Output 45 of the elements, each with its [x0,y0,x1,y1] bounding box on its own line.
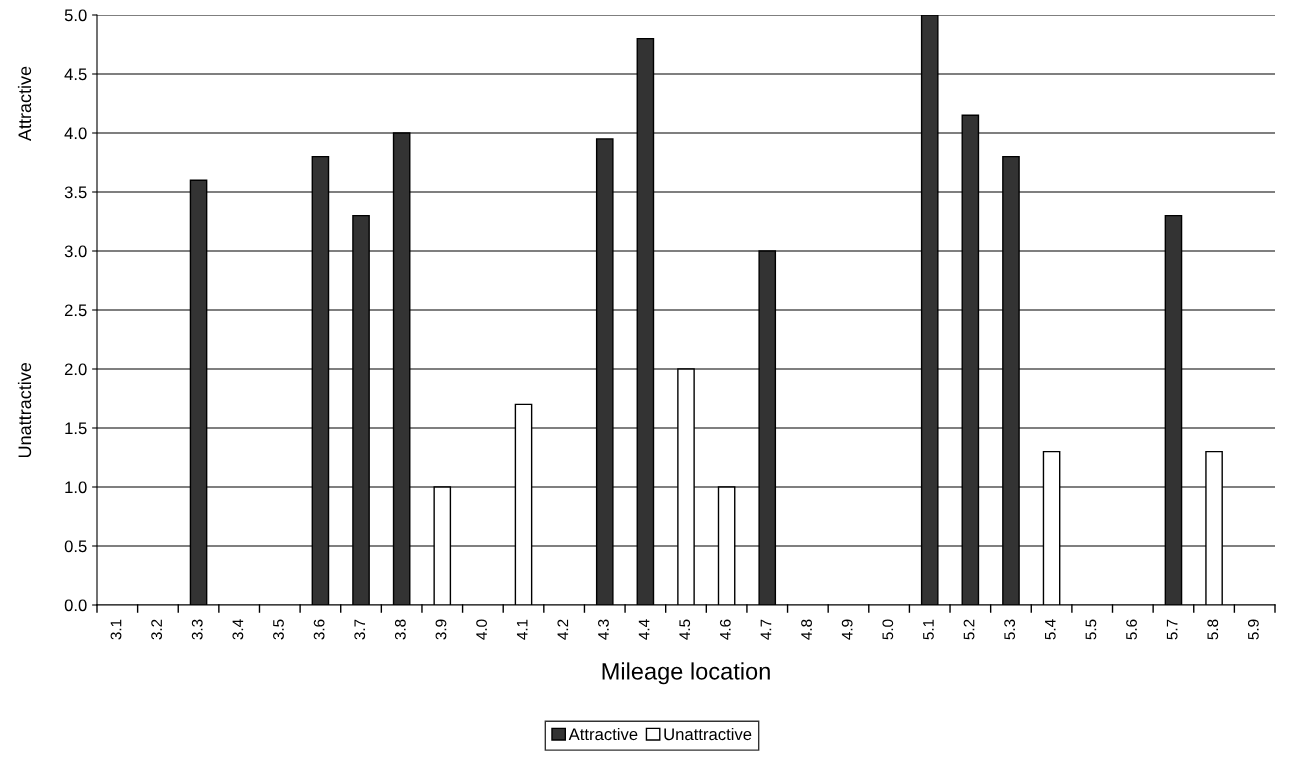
x-tick-label: 4.5 [679,619,691,640]
legend-label: Attractive [568,727,638,741]
x-tick-label: 4.6 [719,619,731,640]
x-tick-label: 3.4 [232,619,244,640]
x-tick-label: 3.1 [110,619,122,640]
y-tick-label: 4.0 [64,127,87,140]
x-tick-label: 4.7 [760,619,772,640]
x-tick-label: 4.1 [516,619,528,640]
x-tick-label: 4.4 [638,619,650,640]
y-tick-label: 0.0 [64,599,87,612]
y-tick-label: 4.5 [64,68,87,81]
x-tick-label: 3.8 [394,619,406,640]
x-tick-label: 3.5 [273,619,284,640]
x-tick-label: 3.2 [151,619,163,640]
y-tick-label: 5.0 [64,9,87,22]
x-tick-label: 5.1 [923,619,934,640]
x-tick-label: 4.2 [557,619,569,640]
x-tick-label: 5.0 [882,619,894,640]
legend-label: Unattractive [664,727,752,741]
x-tick-label: 3.6 [313,619,325,640]
x-tick-label: 5.4 [1045,619,1056,640]
text: Unattractive [17,362,32,458]
x-tick-label: 5.9 [1247,619,1259,640]
x-tick-label: 4.3 [598,619,609,640]
x-tick-label: 5.7 [1166,619,1178,640]
x-tick-label: 5.6 [1126,619,1137,640]
y-tick-label: 1.0 [65,481,87,494]
y-tick-label: 0.5 [64,540,87,553]
x-tick-label: 5.5 [1085,619,1097,640]
x-tick-label: 4.9 [841,619,853,640]
x-tick-label: 5.3 [1004,619,1016,640]
y-tick-label: 2.5 [64,304,87,317]
x-tick-label: 3.7 [354,619,366,640]
y-tick-label: 3.0 [64,245,87,258]
y-tick-label: 3.5 [64,186,87,199]
x-tick-label: 4.8 [801,619,812,640]
x-tick-label: 5.8 [1207,619,1219,640]
y-tick-label: 1.5 [65,422,87,435]
text: Attractive [17,66,32,142]
x-tick-label: 3.9 [435,619,447,640]
x-tick-label: 5.2 [963,619,975,640]
x-tick-label: 3.3 [191,619,203,640]
x-axis-title: Mileage location [602,662,770,685]
x-tick-label: 4.0 [476,619,487,640]
y-tick-label: 2.0 [64,363,87,376]
